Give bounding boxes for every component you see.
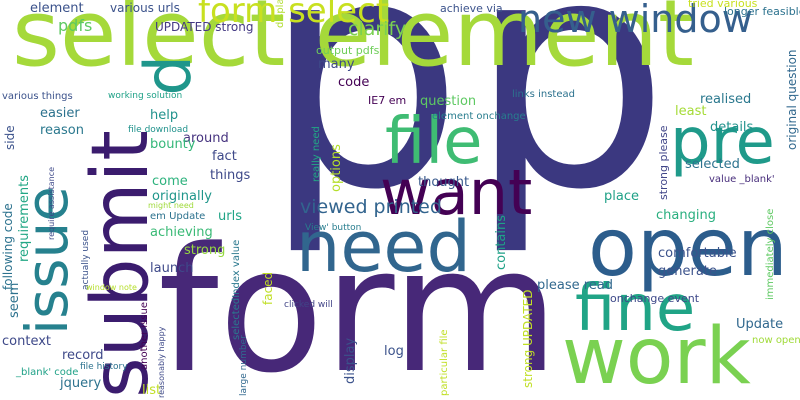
cloud-word: _blank' code [16,367,79,378]
cloud-word: element onchange [432,111,526,122]
cloud-word: IE7 em [368,94,407,107]
cloud-word: realised [700,92,752,107]
cloud-word: comfortable [658,246,737,261]
cloud-word: record [62,348,104,363]
cloud-word: working solution [108,91,183,101]
cloud-word: selectedIndex value [231,239,242,340]
cloud-word: reason [40,123,84,138]
cloud-word: various urls [110,1,180,15]
cloud-word: large number [239,335,249,396]
cloud-word: jquery [60,376,102,391]
cloud-word: strong [184,243,226,258]
cloud-word: log [384,344,404,359]
cloud-word: clarify [348,18,407,40]
cloud-word: please read [537,278,614,293]
cloud-word: bounty [150,137,196,152]
cloud-word: help [150,108,179,123]
cloud-word: work [562,312,751,400]
cloud-word: changing [656,208,716,223]
cloud-word: clicked will [284,300,333,310]
cloud-word: seem [7,282,22,318]
cloud-word: strong UPDATED [521,289,535,388]
cloud-word: many [318,57,355,72]
cloud-word: reasonably happy [157,326,166,398]
cloud-word: original question [785,49,799,150]
cloud-word: now opened [752,335,800,346]
cloud-word: come [152,174,188,189]
cloud-word: requirements [17,175,32,262]
cloud-word: another issue [139,302,150,370]
cloud-word: file history [80,362,128,372]
cloud-word: want [380,156,533,229]
cloud-word: onchange event [610,292,700,305]
cloud-word: require assistance [47,166,56,240]
cloud-word: selected [685,157,740,172]
cloud-word: really need [311,126,322,182]
cloud-word: particular file [439,329,450,396]
cloud-word: list [142,383,162,398]
cloud-word: form select [198,0,390,31]
cloud-word: least [675,104,707,119]
cloud-word: strong please [657,125,670,200]
cloud-word: form [158,210,560,400]
cloud-word: options [329,144,344,192]
cloud-word: window note [86,283,137,292]
cloud-word: pdfs [58,16,93,35]
cloud-word: might need [148,201,194,210]
cloud-word: various things [2,91,73,102]
cloud-word: links instead [512,89,575,100]
cloud-word: originally [152,189,212,204]
cloud-word: code [338,75,370,90]
cloud-word: achieve via [440,2,503,15]
cloud-word: question [420,94,477,109]
cloud-word: following code [1,203,15,290]
cloud-word: faced [261,271,275,305]
cloud-word: p [468,0,670,259]
cloud-word: things [210,168,251,183]
cloud-word: value _blank' [709,174,775,185]
cloud-word: open [588,201,788,294]
cloud-word: display [343,337,358,384]
cloud-word: UPDATED strong [155,20,254,34]
cloud-word: tried various [688,0,758,10]
cloud-word: immediately close [765,208,776,300]
cloud-word: select element [12,0,694,87]
cloud-word: actually used [81,229,91,290]
cloud-word: details [710,120,754,135]
cloud-word: file [385,105,483,179]
cloud-word: Update [736,317,784,332]
cloud-word: viewed printed [300,196,442,218]
cloud-word: generate [658,264,717,279]
cloud-word: launch [150,261,194,276]
cloud-word: need [296,206,471,288]
cloud-word: output pdfs [316,44,380,57]
cloud-word: file download [128,125,189,135]
cloud-word: pre [670,105,775,179]
cloud-word: em Update [150,211,206,222]
cloud-word: new window [518,0,753,41]
cloud-word: urls [218,209,242,224]
cloud-word: achieving [150,225,213,240]
cloud-word: place [604,189,639,204]
cloud-word: displaying links [275,0,286,28]
cloud-word: thought [418,175,470,190]
cloud-word: p [139,55,213,96]
cloud-word: around [183,131,229,146]
cloud-word: View' button [305,223,362,233]
cloud-word: element [30,1,84,16]
cloud-word: fact [212,149,237,164]
cloud-word: longer feasible [724,5,800,18]
cloud-word: contains [494,214,509,270]
cloud-word: p [262,0,464,259]
cloud-word: easier [40,106,80,121]
cloud-word: side [3,125,17,150]
cloud-word: context [2,334,51,349]
cloud-word: fine [575,272,696,346]
